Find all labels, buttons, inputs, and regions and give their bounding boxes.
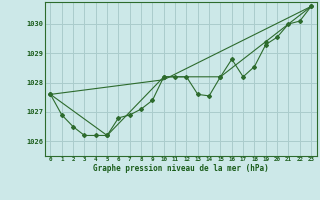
X-axis label: Graphe pression niveau de la mer (hPa): Graphe pression niveau de la mer (hPa) (93, 164, 269, 173)
